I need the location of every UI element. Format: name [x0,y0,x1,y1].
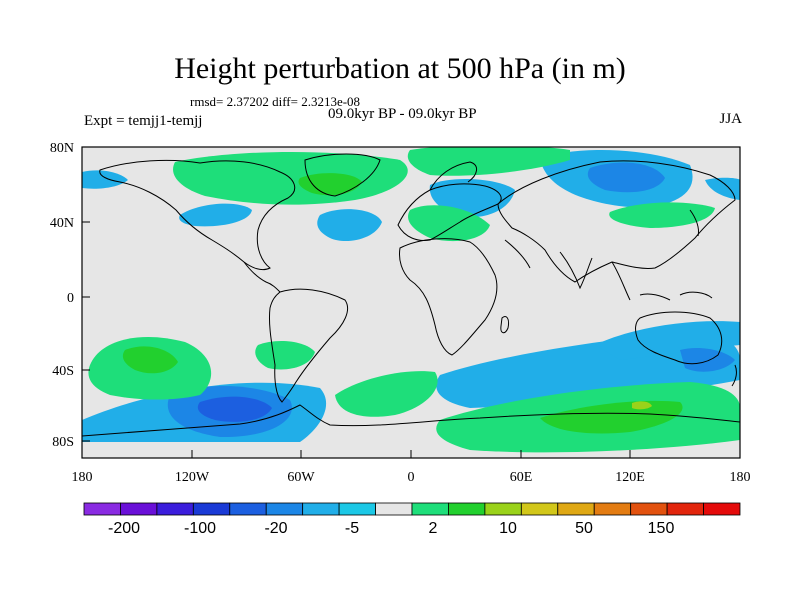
colorbar-label: -20 [264,520,287,537]
colorbar-swatch [593,502,632,516]
latitude-axis: 80N 40N 0 40S 80S [50,141,90,450]
lon-tick-label: 60W [287,470,315,485]
colorbar-swatch [338,502,376,516]
colorbar-swatch [375,502,413,516]
colorbar-swatch [229,502,267,516]
lat-tick-label: 40N [50,216,74,231]
colorbar-swatch [520,502,559,516]
colorbar-swatch [192,502,231,516]
lon-tick-label: 180 [730,470,751,485]
colorbar-label: 50 [575,520,593,537]
contour-fields [82,147,740,453]
colorbar-swatch [83,502,121,516]
colorbar-label: 2 [429,520,438,537]
lat-tick-label: 0 [67,291,74,306]
colorbar-swatch [557,502,595,516]
map-title: Height perturbation at 500 hPa (in m) [174,52,626,85]
colorbar [83,502,741,516]
colorbar-swatch [666,502,704,516]
lon-tick-label: 120E [615,470,645,485]
colorbar-swatch [448,502,486,516]
season-label: JJA [719,111,742,127]
colorbar-swatch [302,502,340,516]
colorbar-swatch [265,502,304,516]
colorbar-swatch [156,502,194,516]
lon-tick-label: 60E [510,470,533,485]
colorbar-label: -200 [108,520,140,537]
colorbar-swatch [630,502,668,516]
lat-tick-label: 80N [50,141,74,156]
stats-text: rmsd= 2.37202 diff= 2.3213e-08 [190,94,361,109]
coastlines [82,153,740,437]
colorbar-swatch [120,502,158,516]
colorbar-labels: -200 -100 -20 -5 2 10 50 150 [108,520,674,537]
longitude-axis: 180 120W 60W 0 60E 120E 180 [72,450,751,485]
colorbar-swatch [411,502,449,516]
colorbar-label: -5 [345,520,359,537]
lon-tick-label: 120W [175,470,210,485]
lat-tick-label: 40S [52,364,74,379]
colorbar-label: 150 [648,520,675,537]
experiment-label: Expt = temjj1-temjj [84,113,203,129]
lon-tick-label: 0 [408,470,415,485]
colorbar-swatch [703,502,741,516]
colorbar-swatch [484,502,522,516]
period-label: 09.0kyr BP - 09.0kyr BP [328,106,477,122]
colorbar-label: 10 [499,520,517,537]
colorbar-label: -100 [184,520,216,537]
lon-tick-label: 180 [72,470,93,485]
lat-tick-label: 80S [52,435,74,450]
